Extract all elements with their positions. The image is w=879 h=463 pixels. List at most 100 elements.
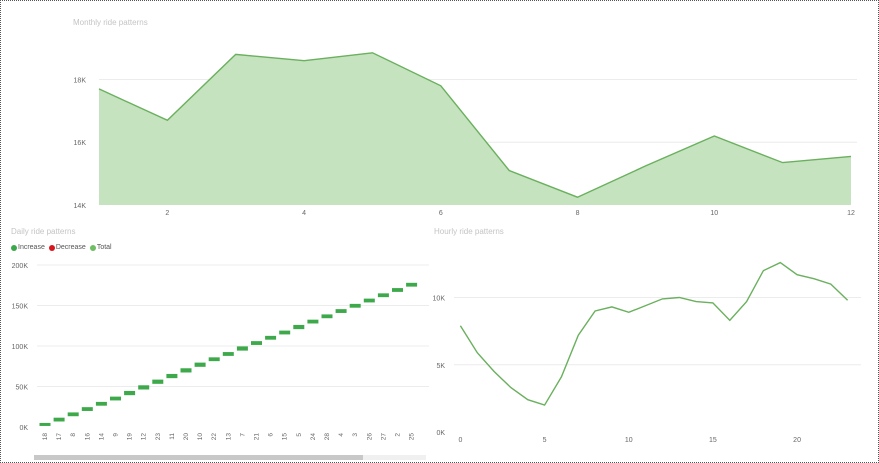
hourly-x-tick-label: 15 <box>709 437 717 444</box>
daily-x-tick-label: 20 <box>183 433 190 441</box>
daily-y-tick-label: 0K <box>19 425 28 432</box>
hourly-data-point <box>762 269 764 271</box>
daily-horizontal-scrollbar[interactable] <box>34 455 426 460</box>
daily-bar <box>279 330 291 335</box>
legend-dot-decrease <box>48 244 55 251</box>
daily-x-tick-label: 21 <box>254 433 261 441</box>
daily-bar <box>124 390 136 396</box>
daily-x-tick-label: 18 <box>42 433 49 441</box>
daily-x-tick-label: 17 <box>56 433 63 441</box>
daily-bar <box>53 417 65 422</box>
hourly-data-point <box>830 283 832 285</box>
monthly-data-point <box>440 85 442 87</box>
daily-x-tick-label: 22 <box>211 433 218 441</box>
hourly-series-line <box>459 261 849 406</box>
daily-bar <box>406 282 418 287</box>
daily-x-tick-label: 6 <box>268 433 275 437</box>
monthly-x-tick-label: 12 <box>847 210 855 217</box>
hourly-data-point <box>560 376 562 378</box>
daily-y-tick-label: 150K <box>12 304 29 311</box>
legend-item-total[interactable]: Total <box>89 244 112 251</box>
daily-bar <box>194 362 206 367</box>
daily-x-tick-label: 2 <box>395 433 402 437</box>
monthly-data-point <box>508 169 510 171</box>
daily-y-tick-label: 50K <box>16 385 29 392</box>
hourly-data-point <box>459 325 461 327</box>
monthly-x-tick-label: 10 <box>710 210 718 217</box>
hourly-y-tick-label: 5K <box>436 363 445 370</box>
hourly-data-point <box>695 300 697 302</box>
monthly-y-tick-label: 18K <box>74 77 87 84</box>
daily-bar <box>152 379 164 384</box>
hourly-data-point <box>779 261 781 263</box>
daily-x-tick-label: 28 <box>324 433 331 441</box>
hourly-data-point <box>745 300 747 302</box>
monthly-data-point <box>781 161 783 163</box>
daily-x-tick-label: 13 <box>225 433 232 441</box>
daily-x-tick-label: 5 <box>296 433 303 437</box>
monthly-x-tick-label: 6 <box>439 210 443 217</box>
daily-bar <box>321 314 333 319</box>
daily-bar <box>251 341 262 345</box>
hourly-data-point <box>577 334 579 336</box>
daily-scrollbar-thumb[interactable] <box>34 455 364 460</box>
monthly-data-point <box>371 52 373 54</box>
monthly-chart-title: Monthly ride patterns <box>73 18 148 27</box>
hourly-data-point <box>510 386 512 388</box>
hourly-data-point <box>813 277 815 279</box>
daily-bar <box>377 293 389 298</box>
daily-y-tick-label: 100K <box>12 344 29 351</box>
legend-item-increase[interactable]: Increase <box>11 244 45 251</box>
monthly-x-tick-label: 2 <box>165 210 169 217</box>
hourly-data-point <box>611 306 613 308</box>
monthly-x-tick-label: 4 <box>302 210 306 217</box>
daily-bar <box>166 373 178 379</box>
daily-bar <box>95 401 107 406</box>
hourly-visual[interactable]: Hourly ride patterns 0K 5K 10K 0 5 10 15 20 <box>431 223 878 462</box>
daily-bar <box>363 298 375 303</box>
monthly-data-point <box>235 53 237 55</box>
monthly-data-point <box>576 196 578 198</box>
daily-bar <box>293 324 305 330</box>
daily-x-tick-label: 24 <box>310 433 317 441</box>
daily-x-tick-label: 8 <box>70 433 77 437</box>
daily-bar <box>265 335 277 340</box>
daily-x-tick-label: 4 <box>338 433 345 437</box>
hourly-data-point <box>796 273 798 275</box>
daily-visual[interactable]: Daily ride patterns Increase Decrease To… <box>1 223 431 462</box>
legend-dot-total <box>89 244 96 251</box>
daily-bar <box>180 368 192 373</box>
hourly-x-tick-label: 20 <box>793 437 801 444</box>
hourly-data-point <box>527 399 529 401</box>
legend-label-decrease: Decrease <box>55 244 86 251</box>
hourly-x-tick-label: 10 <box>625 437 633 444</box>
hourly-x-tick-label: 5 <box>543 437 547 444</box>
hourly-y-tick-label: 10K <box>433 296 446 303</box>
daily-x-tick-label: 23 <box>155 433 162 441</box>
hourly-data-point <box>476 351 478 353</box>
daily-x-tick-label: 16 <box>84 433 91 441</box>
daily-x-tick-label: 27 <box>380 433 387 441</box>
monthly-data-point <box>98 88 100 90</box>
monthly-data-point <box>713 135 715 137</box>
daily-bar <box>392 288 403 292</box>
daily-x-tick-label: 19 <box>127 433 134 441</box>
hourly-chart-title: Hourly ride patterns <box>434 227 504 236</box>
monthly-visual[interactable]: Monthly ride patterns 14K 16K 18K 2 4 6 8 10 12 <box>1 1 878 223</box>
monthly-y-tick-label: 14K <box>74 203 87 210</box>
daily-x-tick-label: 3 <box>352 433 359 437</box>
daily-x-tick-label: 10 <box>197 433 204 441</box>
hourly-y-tick-label: 0K <box>436 430 445 437</box>
monthly-data-point <box>645 165 647 167</box>
daily-x-tick-label: 25 <box>409 433 416 441</box>
hourly-data-point <box>644 304 646 306</box>
daily-bar <box>236 346 248 351</box>
daily-x-tick-label: 14 <box>98 433 105 441</box>
hourly-data-point <box>493 370 495 372</box>
hourly-data-point <box>594 310 596 312</box>
legend-item-decrease[interactable]: Decrease <box>48 244 86 251</box>
daily-x-tick-label: 7 <box>239 433 246 437</box>
daily-bar <box>138 385 150 390</box>
